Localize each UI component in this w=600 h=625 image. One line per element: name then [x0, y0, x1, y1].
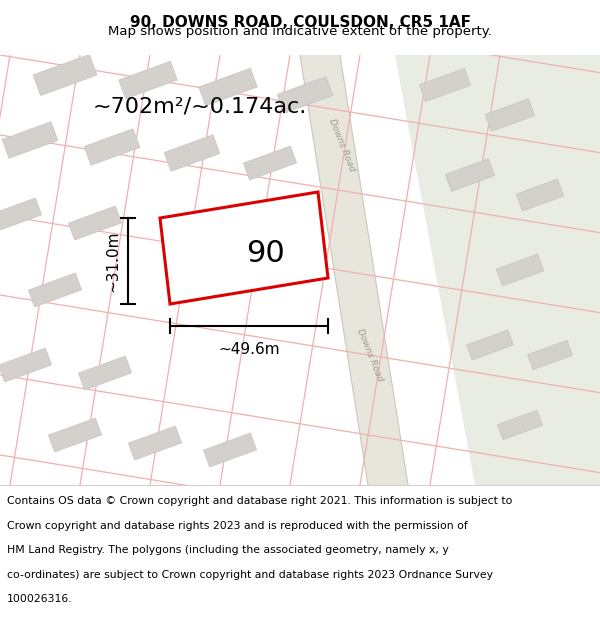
Text: Map shows position and indicative extent of the property.: Map shows position and indicative extent… — [108, 26, 492, 39]
Polygon shape — [79, 356, 131, 390]
Polygon shape — [84, 129, 140, 165]
Polygon shape — [497, 410, 542, 440]
Text: ~702m²/~0.174ac.: ~702m²/~0.174ac. — [93, 97, 307, 117]
Text: ~31.0m: ~31.0m — [106, 230, 121, 292]
Polygon shape — [516, 179, 564, 211]
Polygon shape — [28, 273, 82, 307]
Polygon shape — [0, 348, 52, 382]
Polygon shape — [277, 77, 333, 113]
Polygon shape — [160, 192, 328, 304]
Text: 90: 90 — [247, 239, 286, 268]
Text: Downs Road: Downs Road — [355, 328, 385, 382]
Polygon shape — [128, 426, 182, 460]
Polygon shape — [395, 55, 600, 485]
Text: co-ordinates) are subject to Crown copyright and database rights 2023 Ordnance S: co-ordinates) are subject to Crown copyr… — [7, 570, 493, 580]
Polygon shape — [527, 340, 572, 370]
Text: 90, DOWNS ROAD, COULSDON, CR5 1AF: 90, DOWNS ROAD, COULSDON, CR5 1AF — [130, 16, 470, 31]
Polygon shape — [467, 330, 514, 360]
Polygon shape — [445, 159, 494, 191]
Polygon shape — [419, 68, 470, 102]
Polygon shape — [485, 99, 535, 131]
Polygon shape — [496, 254, 544, 286]
Polygon shape — [119, 61, 177, 99]
Polygon shape — [244, 146, 296, 180]
Polygon shape — [33, 54, 97, 96]
Text: HM Land Registry. The polygons (including the associated geometry, namely x, y: HM Land Registry. The polygons (includin… — [7, 545, 449, 555]
Text: ~49.6m: ~49.6m — [218, 342, 280, 357]
Text: Contains OS data © Crown copyright and database right 2021. This information is : Contains OS data © Crown copyright and d… — [7, 496, 512, 506]
Polygon shape — [0, 198, 41, 232]
Polygon shape — [164, 135, 220, 171]
Polygon shape — [2, 122, 58, 158]
Text: Crown copyright and database rights 2023 and is reproduced with the permission o: Crown copyright and database rights 2023… — [7, 521, 468, 531]
Text: 100026316.: 100026316. — [7, 594, 73, 604]
Polygon shape — [49, 418, 101, 452]
Polygon shape — [203, 433, 257, 467]
Polygon shape — [300, 55, 408, 485]
Polygon shape — [68, 206, 122, 240]
Polygon shape — [199, 68, 257, 106]
Text: Downs Road: Downs Road — [328, 118, 356, 172]
